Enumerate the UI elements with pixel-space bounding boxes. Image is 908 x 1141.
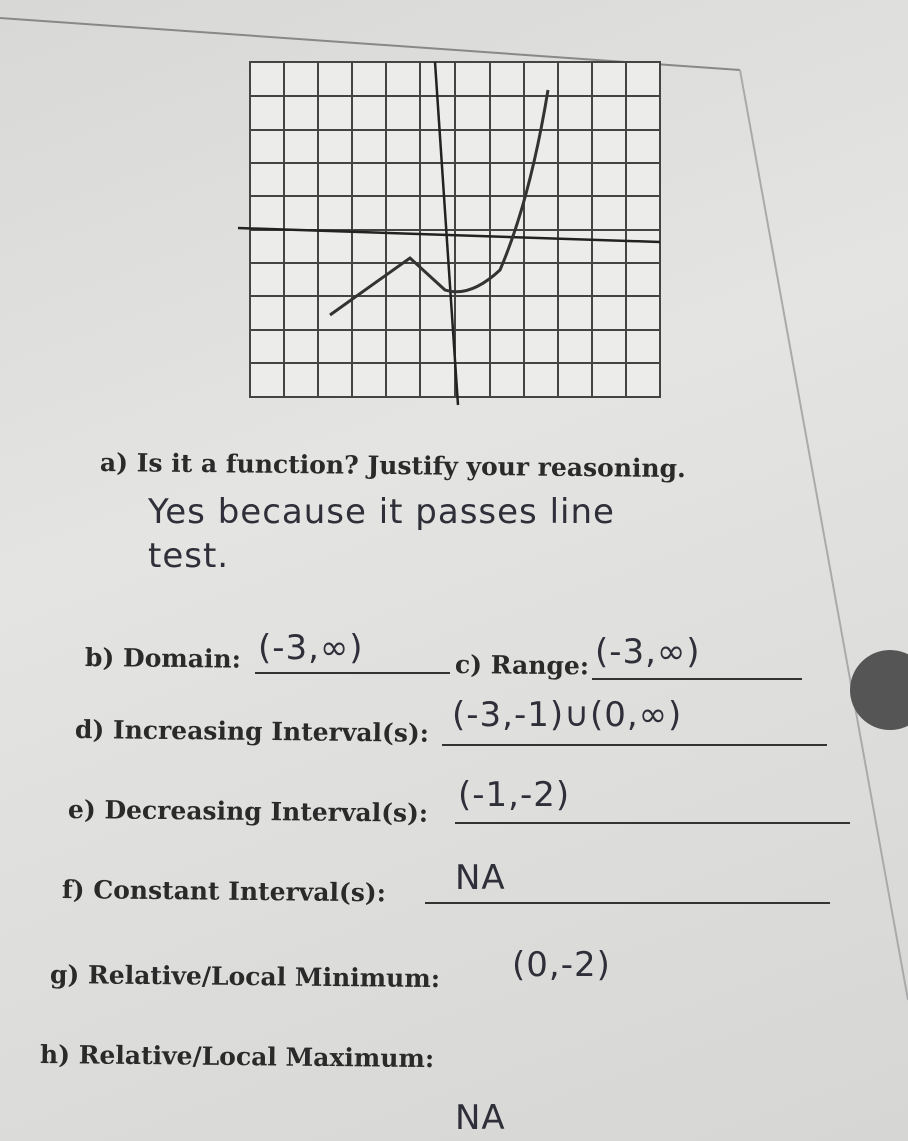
blank [455,822,850,824]
question: f) Constant Interval(s): [61,875,387,908]
answer: (-3,∞) [258,628,364,668]
question: c) Range: [454,650,590,681]
paper-edge [739,69,908,1001]
answer: (-3,∞) [595,632,701,672]
question: g) Relative/Local Minimum: [49,960,441,994]
answer: (-3,-1)∪(0,∞) [452,695,683,735]
blank [255,672,450,674]
answer: Yes because it passes line test. [148,492,615,576]
question: e) Decreasing Interval(s): [67,795,429,828]
axes [237,61,661,406]
question: b) Domain: [84,643,242,674]
answer: NA [455,858,506,898]
answer: (-1,-2) [458,775,571,815]
answer: NA [455,1098,506,1138]
question: h) Relative/Local Maximum: [39,1040,435,1074]
blank [442,744,827,746]
blank [425,902,830,904]
blank [592,678,802,680]
function-curve [329,89,550,317]
question: a) Is it a function? Justify your reason… [99,448,686,484]
answer: (0,-2) [512,945,611,985]
question: d) Increasing Interval(s): [74,715,430,748]
hole-punch [850,650,908,730]
